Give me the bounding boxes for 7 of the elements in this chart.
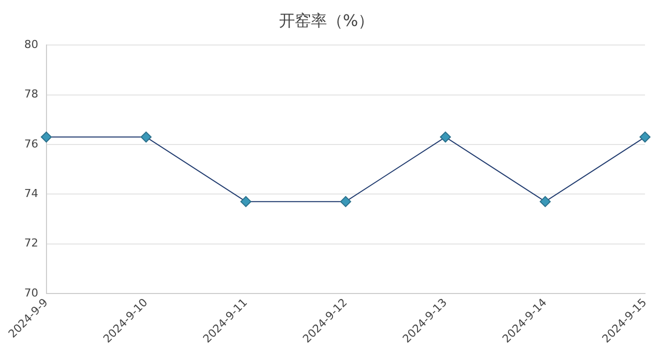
y-tick-label: 72	[24, 236, 38, 250]
y-tick-label: 80	[24, 38, 38, 52]
chart-title: 开窑率（%）	[278, 10, 374, 30]
y-tick-label: 78	[24, 88, 38, 101]
y-tick-label: 76	[24, 137, 38, 150]
y-tick-label: 70	[24, 286, 38, 300]
y-tick-label: 74	[24, 186, 38, 200]
